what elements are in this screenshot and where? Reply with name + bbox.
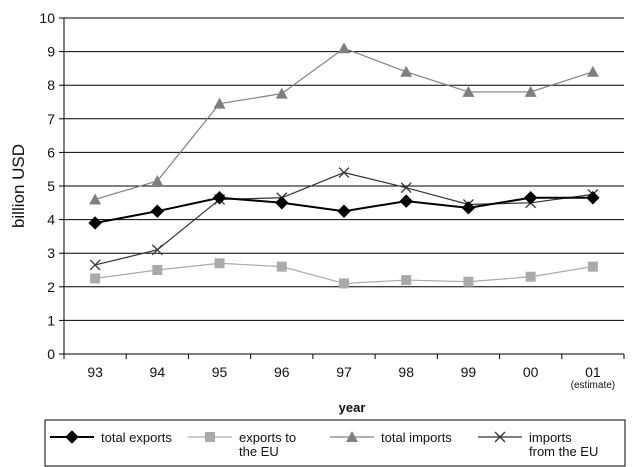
series-total-imports bbox=[89, 42, 599, 205]
x-axis-title: year bbox=[339, 400, 366, 415]
series-lines bbox=[88, 42, 600, 289]
data-point bbox=[462, 85, 475, 97]
y-tick-label: 3 bbox=[47, 245, 55, 261]
data-point bbox=[338, 167, 350, 179]
y-tick-label: 5 bbox=[47, 178, 55, 194]
data-point bbox=[151, 244, 163, 256]
legend-marker bbox=[346, 431, 358, 442]
data-point bbox=[276, 261, 287, 272]
data-point bbox=[275, 196, 289, 210]
x-tick-label: 96 bbox=[274, 364, 290, 380]
data-point bbox=[150, 204, 165, 218]
x-tick-label: 93 bbox=[87, 364, 103, 380]
series-exports-to-the-EU bbox=[90, 258, 598, 289]
x-tick-label: 01 bbox=[585, 364, 601, 380]
data-point bbox=[213, 97, 226, 109]
legend-label: the EU bbox=[239, 444, 279, 459]
axes bbox=[59, 17, 625, 359]
data-point bbox=[586, 65, 599, 77]
data-point bbox=[337, 204, 351, 218]
x-tick-label: 97 bbox=[336, 364, 352, 380]
legend-label: imports bbox=[529, 430, 572, 445]
y-tick-label: 9 bbox=[47, 44, 55, 60]
legend-item: total exports bbox=[50, 430, 172, 445]
y-tick-label: 7 bbox=[47, 111, 55, 127]
data-point bbox=[152, 265, 163, 275]
series-imports-from-the-EU bbox=[89, 167, 599, 271]
y-tick-label: 10 bbox=[39, 10, 55, 26]
data-point bbox=[275, 87, 288, 99]
data-point bbox=[90, 273, 101, 284]
x-tick-label: 99 bbox=[461, 364, 477, 380]
data-point bbox=[214, 258, 225, 269]
data-point bbox=[400, 65, 413, 77]
series-line bbox=[94, 47, 594, 201]
data-point bbox=[338, 42, 350, 54]
x-tick-label: 94 bbox=[150, 364, 166, 380]
x-tick-label: 95 bbox=[212, 364, 228, 380]
x-tick-label: 98 bbox=[398, 364, 414, 380]
x-tick-note: (estimate) bbox=[571, 380, 615, 391]
legend-label: total exports bbox=[101, 430, 172, 445]
data-point bbox=[525, 271, 536, 282]
data-point bbox=[586, 191, 600, 205]
x-tick-label: 00 bbox=[523, 364, 539, 380]
data-point bbox=[399, 194, 413, 208]
y-tick-label: 1 bbox=[47, 312, 55, 328]
data-point bbox=[401, 275, 412, 286]
data-point bbox=[461, 201, 476, 215]
legend-marker bbox=[65, 430, 79, 444]
y-tick-label: 6 bbox=[47, 144, 55, 160]
data-point bbox=[523, 191, 538, 205]
data-point bbox=[400, 182, 412, 194]
data-point bbox=[151, 174, 164, 186]
data-point bbox=[89, 193, 102, 205]
legend-label: exports to bbox=[239, 430, 296, 445]
legend-box bbox=[44, 419, 626, 467]
y-tick-label: 0 bbox=[47, 346, 55, 362]
data-point bbox=[524, 85, 537, 97]
y-tick-label: 8 bbox=[47, 77, 55, 93]
legend-item: total imports bbox=[330, 430, 452, 445]
series-total-exports bbox=[88, 191, 600, 230]
data-point bbox=[89, 259, 101, 271]
y-tick-label: 4 bbox=[47, 212, 55, 228]
legend-label: from the EU bbox=[529, 444, 598, 459]
legend-marker bbox=[494, 431, 506, 443]
data-point bbox=[587, 261, 598, 272]
legend-label: total imports bbox=[381, 430, 452, 445]
y-axis-title: billion USD bbox=[9, 144, 28, 228]
y-tick-label: 2 bbox=[47, 279, 55, 295]
data-point bbox=[88, 216, 102, 230]
data-point bbox=[212, 191, 227, 205]
legend-marker bbox=[205, 432, 215, 442]
data-point bbox=[463, 276, 474, 287]
data-point bbox=[339, 278, 349, 289]
